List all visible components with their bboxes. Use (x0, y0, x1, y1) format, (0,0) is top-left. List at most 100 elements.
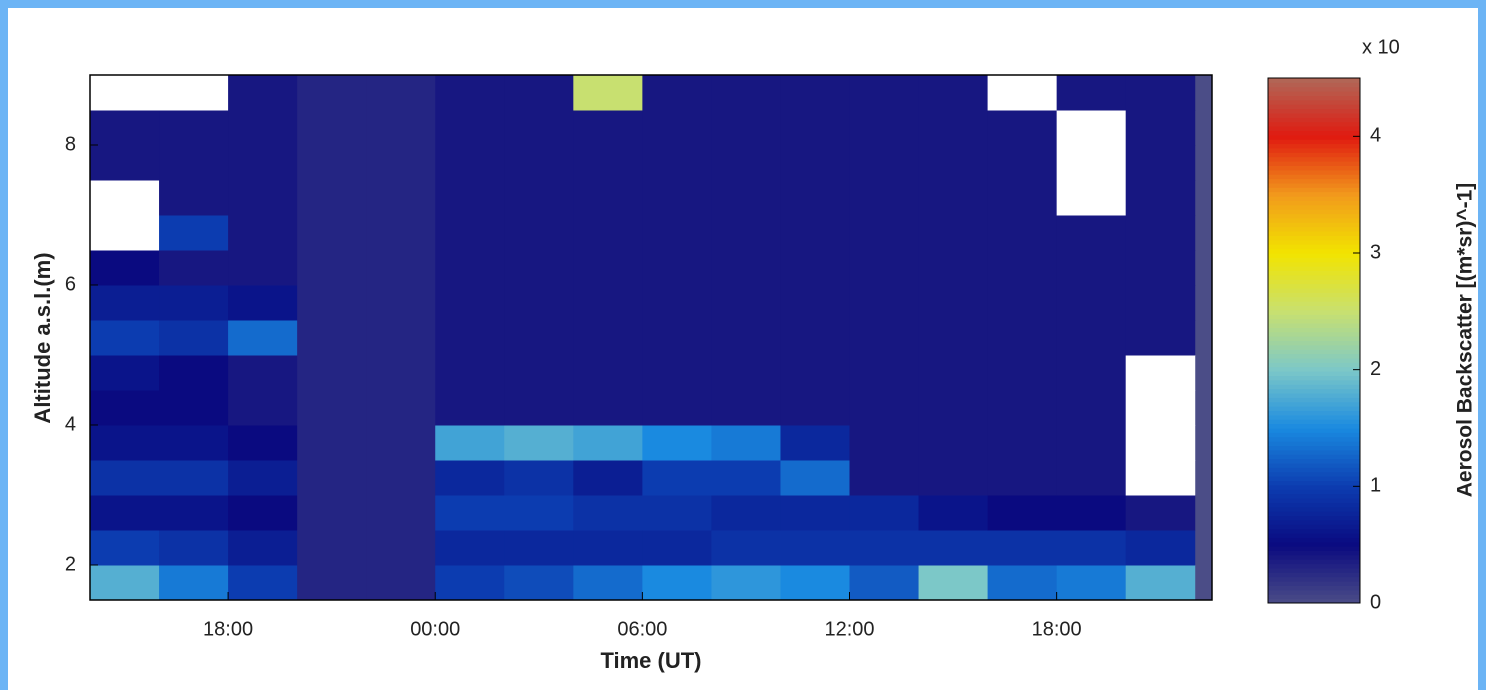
heatmap-cell (919, 390, 989, 426)
heatmap-cell (1057, 320, 1127, 356)
heatmap-cell (366, 425, 436, 461)
heatmap-cell (780, 145, 850, 181)
heatmap-cell (159, 145, 229, 181)
heatmap-cell (504, 355, 574, 391)
heatmap-cell (90, 495, 160, 531)
heatmap-cell (159, 530, 229, 566)
heatmap-cell (504, 495, 574, 531)
heatmap-cell (642, 355, 712, 391)
colorbar-slice (1268, 586, 1360, 591)
colorbar-slice (1268, 222, 1360, 227)
heatmap-cell (90, 460, 160, 496)
colorbar-slice (1268, 192, 1360, 197)
heatmap-cell (504, 75, 574, 111)
heatmap-cell (1057, 565, 1127, 601)
colorbar-slice (1268, 411, 1360, 416)
heatmap-cell (435, 75, 505, 111)
heatmap-cell (711, 285, 781, 321)
colorbar-slice (1268, 572, 1360, 577)
colorbar-slice (1268, 397, 1360, 402)
heatmap-cell (573, 460, 643, 496)
colorbar-slice (1268, 384, 1360, 389)
heatmap-cell (297, 75, 367, 111)
heatmap-cell (435, 390, 505, 426)
heatmap-cell (573, 425, 643, 461)
heatmap-cell (711, 250, 781, 286)
colorbar-slice (1268, 437, 1360, 442)
colorbar-slice (1268, 533, 1360, 538)
heatmap-cell (1126, 320, 1196, 356)
heatmap-cell (988, 355, 1058, 391)
colorbar-slice (1268, 502, 1360, 507)
heatmap-cell (366, 530, 436, 566)
heatmap-cell (228, 495, 298, 531)
colorbar-slice (1268, 183, 1360, 188)
heatmap-cell (711, 355, 781, 391)
colorbar-slice (1268, 520, 1360, 525)
x-tick-label: 12:00 (824, 618, 874, 640)
no-data-cell (159, 75, 229, 111)
colorbar-slice (1268, 376, 1360, 381)
heatmap-cell (711, 75, 781, 111)
colorbar-slice (1268, 419, 1360, 424)
heatmap-cell (919, 110, 989, 146)
heatmap-cell (1126, 75, 1196, 111)
colorbar-slice (1268, 253, 1360, 258)
colorbar (1268, 78, 1360, 604)
colorbar-slice (1268, 179, 1360, 184)
colorbar-slice (1268, 367, 1360, 372)
heatmap-cell (642, 495, 712, 531)
heatmap-cell (1057, 495, 1127, 531)
colorbar-slice (1268, 323, 1360, 328)
heatmap-cell (159, 250, 229, 286)
heatmap-cell (504, 145, 574, 181)
heatmap-cell (573, 75, 643, 111)
heatmap-cell (228, 425, 298, 461)
colorbar-slice (1268, 564, 1360, 569)
heatmap-cell (988, 565, 1058, 601)
colorbar-slice (1268, 227, 1360, 232)
heatmap-cell (919, 565, 989, 601)
heatmap-cell (228, 75, 298, 111)
heatmap-cell (850, 355, 920, 391)
heatmap-cell (228, 180, 298, 216)
heatmap-cell (919, 250, 989, 286)
heatmap-cell (90, 565, 160, 601)
colorbar-slice (1268, 542, 1360, 547)
heatmap-cell (642, 215, 712, 251)
heatmap-cell (504, 565, 574, 601)
chart: Time (UT) Altitude a.s.l.(m) Aerosol Bac… (0, 0, 1486, 690)
colorbar-slice (1268, 450, 1360, 455)
colorbar-slice (1268, 161, 1360, 166)
colorbar-slice (1268, 336, 1360, 341)
heatmap-cell (850, 285, 920, 321)
x-axis-label: Time (UT) (600, 648, 701, 673)
heatmap-cell (780, 110, 850, 146)
heatmap-cell (780, 425, 850, 461)
colorbar-slice (1268, 459, 1360, 464)
colorbar-slice (1268, 262, 1360, 267)
heatmap-cell (159, 390, 229, 426)
colorbar-slice (1268, 257, 1360, 262)
no-data-cell (1126, 355, 1196, 391)
heatmap-cell (504, 250, 574, 286)
heatmap-cell (1057, 530, 1127, 566)
heatmap-cell (366, 460, 436, 496)
colorbar-slice (1268, 288, 1360, 293)
colorbar-slice (1268, 87, 1360, 92)
colorbar-slice (1268, 327, 1360, 332)
heatmap-cell (159, 110, 229, 146)
heatmap-cell (1126, 180, 1196, 216)
colorbar-slice (1268, 122, 1360, 127)
colorbar-slice (1268, 581, 1360, 586)
heatmap-cell (1126, 285, 1196, 321)
colorbar-slice (1268, 402, 1360, 407)
heatmap-cell (642, 250, 712, 286)
colorbar-slice (1268, 249, 1360, 254)
colorbar-slice (1268, 446, 1360, 451)
heatmap-cell (573, 355, 643, 391)
heatmap-cell (988, 425, 1058, 461)
heatmap-cell (919, 215, 989, 251)
heatmap-cell (159, 460, 229, 496)
colorbar-slice (1268, 498, 1360, 503)
